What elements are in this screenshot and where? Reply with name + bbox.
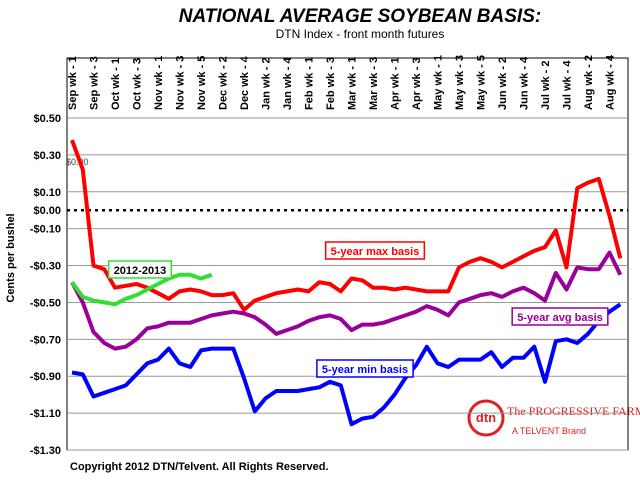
x-tick-label: Dec wk - 2 [218, 56, 230, 110]
x-tick-label: Oct wk - 3 [132, 58, 144, 110]
y-tick-label: -$0.50 [30, 297, 61, 309]
x-tick-label: May wk - 5 [476, 55, 488, 110]
series-line [70, 272, 213, 307]
y-axis-label: Cents per bushel [5, 213, 17, 302]
y-tick-label: $0.50 [33, 113, 61, 125]
x-tick-label: Jun wk - 2 [497, 57, 509, 110]
logo-mark: dtn [476, 410, 496, 425]
series-line [71, 302, 622, 427]
annotation: $0.00 [66, 157, 89, 167]
y-tick-label: -$0.90 [30, 371, 61, 383]
chart-title: NATIONAL AVERAGE SOYBEAN BASIS: [179, 6, 541, 27]
series-line [70, 250, 623, 351]
x-tick-label: May wk - 3 [454, 55, 466, 110]
y-tick-label: $0.00 [33, 205, 61, 217]
chart-subtitle: DTN Index - front month futures [276, 27, 445, 41]
x-tick-label: May wk - 1 [433, 55, 445, 110]
logo-name: The PROGRESSIVE FARMER [507, 404, 640, 418]
series-label-box [107, 260, 173, 279]
y-tick-label: -$1.30 [30, 445, 61, 457]
x-tick-label: Sep wk - 3 [89, 56, 101, 110]
x-tick-label: Jan wk - 2 [261, 57, 273, 110]
x-tick-label: Aug wk - 4 [605, 54, 617, 110]
legend-label: 5-year avg basis [517, 312, 603, 324]
legend-label: 5-year min basis [322, 364, 408, 376]
logo-tagline: A TELVENT Brand [512, 426, 586, 436]
y-tick-label: -$0.70 [30, 334, 61, 346]
x-tick-label: Mar wk - 1 [347, 57, 359, 110]
y-tick-label: $0.10 [33, 187, 61, 199]
x-tick-label: Nov wk - 1 [153, 56, 165, 110]
x-tick-label: Nov wk - 5 [196, 56, 208, 110]
x-tick-label: Jul wk - 4 [562, 60, 574, 110]
x-tick-label: Feb wk - 3 [325, 57, 337, 110]
x-tick-label: Oct wk - 1 [110, 58, 122, 110]
x-tick-label: Apr wk - 1 [390, 57, 402, 110]
series-label-box [316, 359, 414, 378]
x-tick-label: Feb wk - 1 [304, 57, 316, 110]
y-tick-label: -$0.30 [30, 261, 61, 273]
legend-label: 2012-2013 [114, 265, 167, 277]
x-tick-label: Jan wk - 4 [282, 57, 294, 110]
x-tick-label: Apr wk - 3 [411, 57, 423, 110]
y-tick-label: $0.30 [33, 150, 61, 162]
series-label-box [511, 307, 609, 326]
x-tick-label: Dec wk - 4 [239, 55, 251, 110]
series-line [70, 139, 623, 312]
legend-label: 5-year max basis [331, 246, 420, 258]
footer: Copyright 2012 DTN/Telvent. All Rights R… [70, 461, 329, 473]
series-label-box [324, 241, 426, 260]
y-tick-label: -$0.10 [30, 224, 61, 236]
x-tick-label: Sep wk - 1 [67, 56, 79, 110]
x-tick-label: Nov wk - 3 [175, 56, 187, 110]
x-tick-label: Jul wk - 2 [540, 60, 552, 110]
x-tick-label: Aug wk - 2 [583, 55, 595, 110]
x-tick-label: Mar wk - 3 [368, 57, 380, 110]
logo-ring [467, 399, 505, 437]
y-tick-label: -$1.10 [30, 408, 61, 420]
x-tick-label: Jun wk - 4 [519, 56, 531, 110]
